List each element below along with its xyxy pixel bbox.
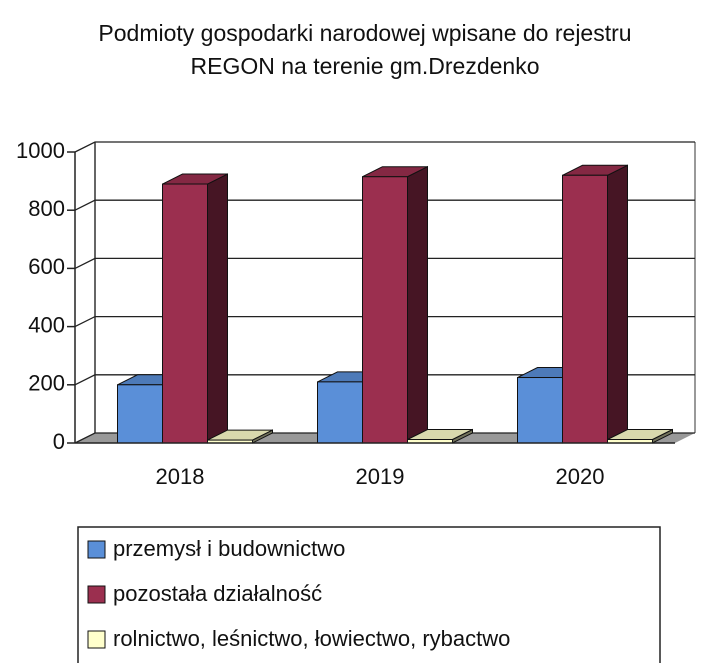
grid-line (74, 315, 695, 328)
grid-line (74, 199, 695, 211)
y-tick-label: 1000 (16, 138, 65, 163)
y-tick-label: 200 (28, 371, 65, 396)
grid-line (74, 257, 695, 269)
legend-swatch (87, 585, 106, 604)
bar-side (607, 164, 628, 444)
y-tick-label: 0 (53, 429, 65, 454)
bar (517, 377, 563, 444)
grid-line (74, 374, 695, 386)
bar (162, 183, 208, 444)
bar-side (407, 165, 428, 444)
grid-line (74, 432, 695, 444)
bar (362, 176, 408, 444)
grid-line (74, 141, 695, 153)
chart-subtitle: REGON na terenie gm.Drezdenko (191, 53, 540, 79)
legend-box (77, 526, 661, 663)
legend-swatch (87, 630, 106, 649)
legend-swatch (87, 540, 106, 559)
legend-label: pozostała działalność (113, 581, 322, 606)
x-tick-label: 2018 (156, 464, 205, 489)
bar-side (207, 173, 228, 444)
y-tick-label: 800 (28, 196, 65, 221)
bar (317, 381, 363, 444)
bar (562, 174, 608, 444)
chart-title: Podmioty gospodarki narodowej wpisane do… (98, 20, 631, 46)
bar (117, 384, 163, 444)
x-tick-label: 2020 (556, 464, 605, 489)
legend-label: przemysł i budownictwo (113, 536, 345, 561)
x-tick-label: 2019 (356, 464, 405, 489)
y-tick-label: 400 (28, 312, 65, 337)
y-tick-label: 600 (28, 254, 65, 279)
legend-label: rolnictwo, leśnictwo, łowiectwo, rybactw… (113, 626, 510, 651)
